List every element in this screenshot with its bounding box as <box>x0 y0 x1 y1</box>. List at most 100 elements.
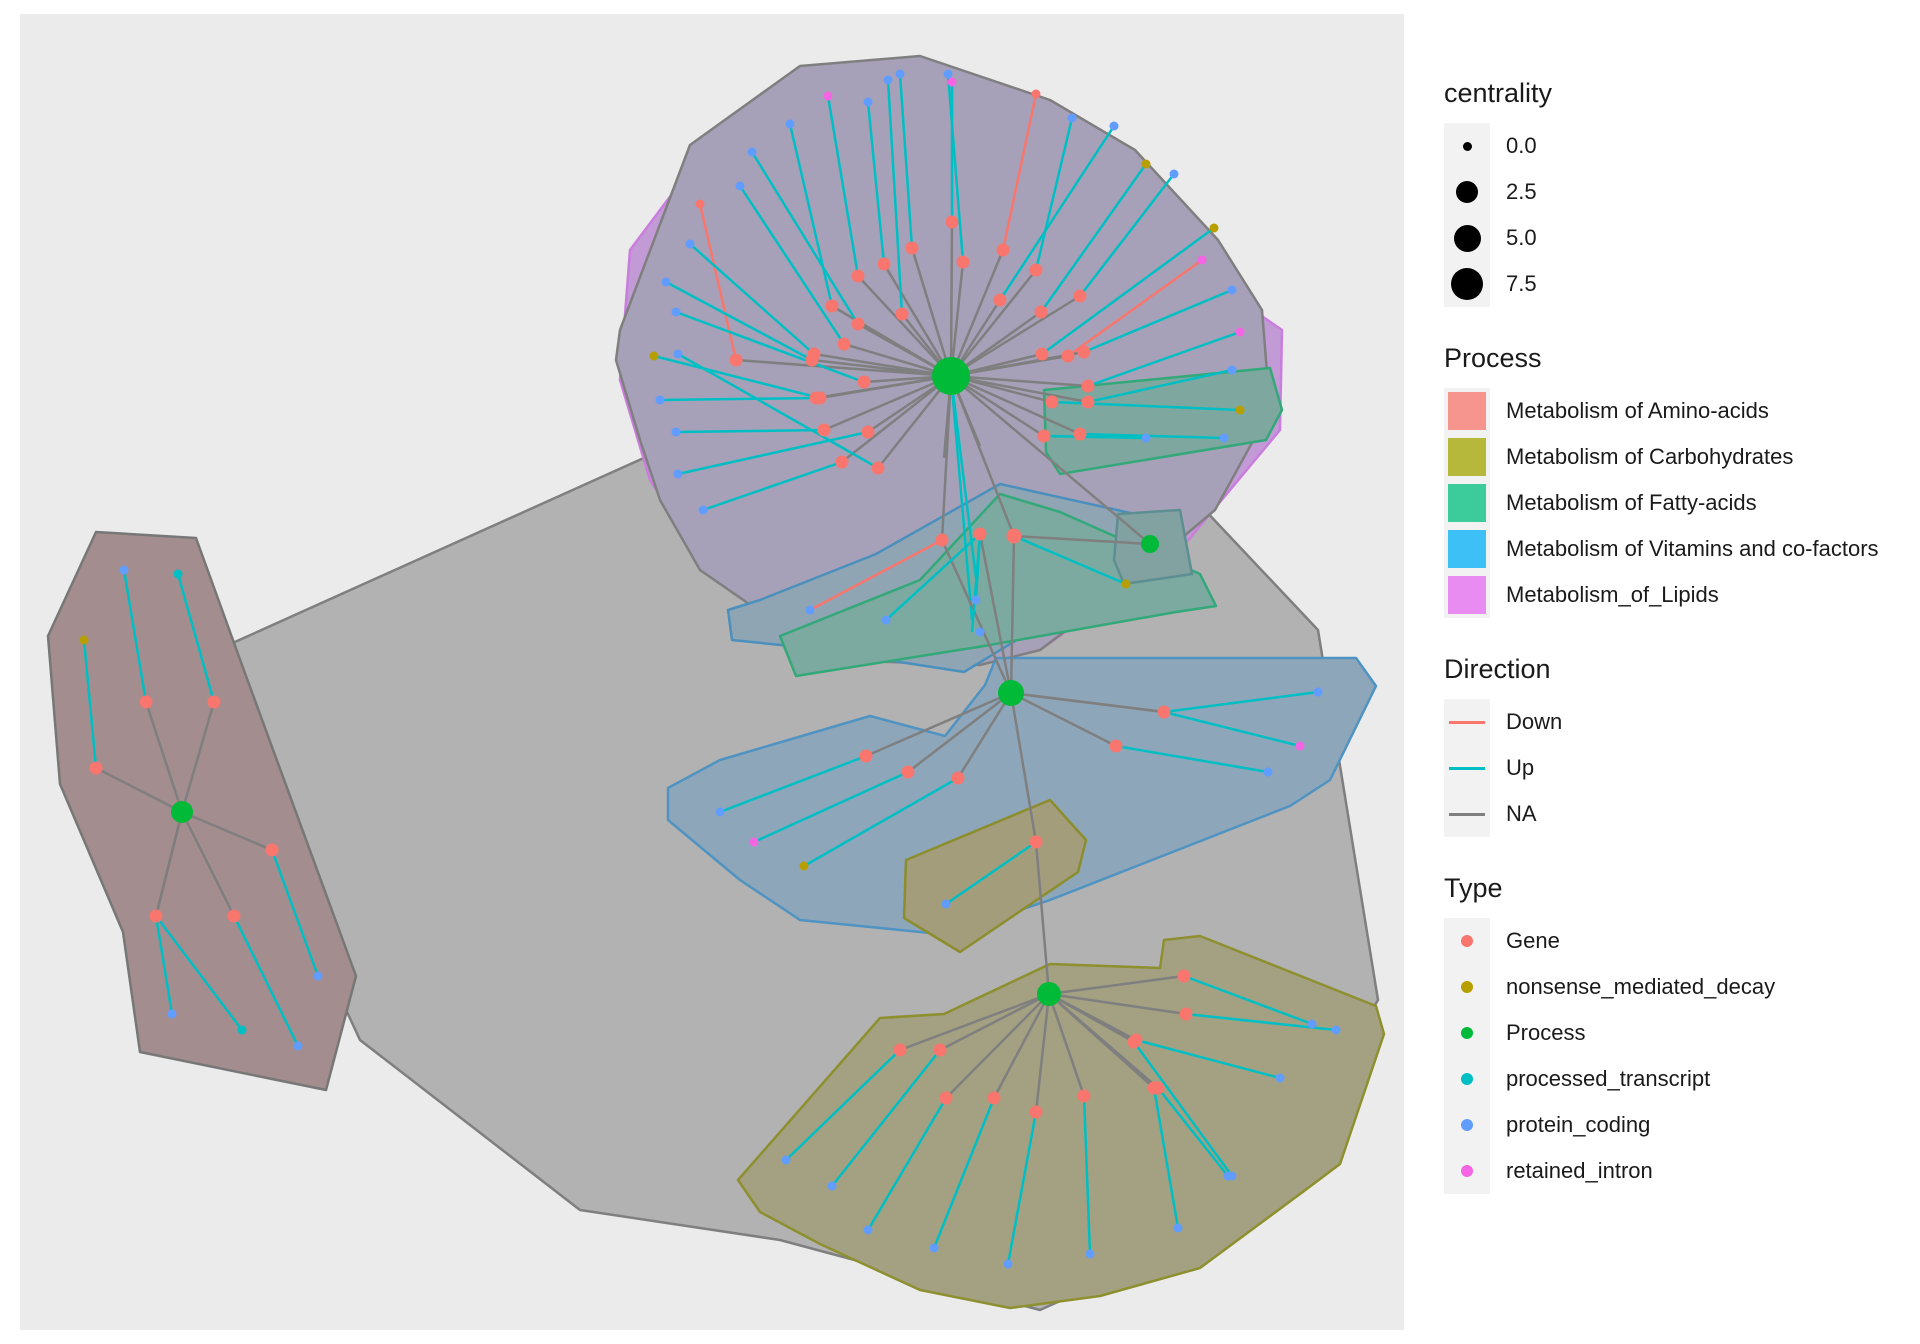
size-dot-icon <box>1462 141 1472 151</box>
network-edges <box>82 73 1337 1265</box>
leaf-node <box>655 395 665 405</box>
legend-type-item: protein_coding <box>1444 1102 1904 1148</box>
leaf-node <box>1219 433 1229 443</box>
network-edge <box>949 375 974 621</box>
leaf-node <box>785 119 795 129</box>
network-edge <box>939 992 1050 1052</box>
gene-node <box>1045 395 1059 409</box>
network-edge <box>1013 534 1151 546</box>
gene-node <box>1177 969 1191 983</box>
gene-node <box>1037 429 1051 443</box>
gene-node <box>945 215 959 229</box>
gene-node <box>837 337 851 351</box>
network-edge <box>811 358 952 378</box>
gene-node <box>851 269 865 283</box>
legend: centrality 0.0 2.5 5.0 7.5 Process Metab… <box>1444 78 1904 1230</box>
process-hull <box>1042 366 1284 476</box>
network-edge <box>1009 535 1016 694</box>
leaf-node <box>881 615 891 625</box>
gene-node <box>227 909 241 923</box>
leaf-node <box>1197 255 1207 265</box>
leaf-node <box>799 861 809 871</box>
legend-type-item: processed_transcript <box>1444 1056 1904 1102</box>
gene-node <box>1179 1007 1193 1021</box>
process-node <box>1141 535 1159 553</box>
network-edge <box>753 770 909 844</box>
gene-node <box>1157 705 1171 719</box>
network-edge <box>866 1097 948 1231</box>
gene-node <box>1081 379 1095 393</box>
network-edge <box>877 375 952 469</box>
network-edge <box>946 73 965 263</box>
gene-node <box>901 765 915 779</box>
network-edge <box>1083 288 1233 354</box>
leaf-node <box>1173 1223 1183 1233</box>
dot-icon <box>1461 1027 1473 1039</box>
gene-node <box>861 425 875 439</box>
gene-node <box>956 255 970 269</box>
network-edge <box>823 374 952 432</box>
gene-node <box>817 423 831 437</box>
network-edge <box>1152 1087 1180 1229</box>
legend-process-title: Process <box>1444 343 1542 373</box>
legend-type: Type Gene nonsense_mediated_decay Proces… <box>1444 873 1904 1194</box>
gene-node <box>1029 835 1043 849</box>
network-edge <box>1010 691 1165 714</box>
network-edge <box>898 73 914 249</box>
network-edge <box>1048 992 1187 1016</box>
leaf-node <box>1085 1249 1095 1259</box>
network-edge <box>1087 330 1241 388</box>
network-edge <box>1039 163 1148 313</box>
network-edge <box>1048 992 1135 1044</box>
dot-icon <box>1461 981 1473 993</box>
network-edge <box>945 840 1037 906</box>
gene-node <box>1034 305 1048 319</box>
network-edge <box>1163 690 1319 714</box>
legend-direction-item: Up <box>1444 745 1904 791</box>
network-edge <box>82 639 98 769</box>
network-edge <box>1048 993 1155 1089</box>
network-edge <box>885 533 981 621</box>
leaf-node <box>167 1009 177 1019</box>
leaf-node <box>671 427 681 437</box>
leaf-node <box>715 807 725 817</box>
leaf-node <box>1307 1019 1317 1029</box>
network-edge <box>1079 432 1225 440</box>
network-edge <box>992 993 1051 1099</box>
network-edge <box>702 460 843 512</box>
network-edge <box>1048 974 1185 996</box>
legend-direction-title: Direction <box>1444 654 1551 684</box>
network-edge <box>689 243 815 355</box>
network-edge <box>831 1049 941 1187</box>
network-nodes <box>79 69 1341 1269</box>
leaf-node <box>1169 169 1179 179</box>
leaf-node <box>695 199 705 209</box>
network-edge <box>785 1049 901 1161</box>
network-edge <box>1006 1111 1038 1265</box>
leaf-node <box>119 565 129 575</box>
network-edge <box>1034 841 1051 995</box>
gene-node <box>939 1091 953 1105</box>
leaf-node <box>698 505 708 515</box>
gene-node <box>993 293 1007 307</box>
network-plot <box>20 14 1404 1330</box>
leaf-node <box>1121 579 1131 589</box>
leaf-node <box>1313 687 1323 697</box>
legend-type-item: nonsense_mediated_decay <box>1444 964 1904 1010</box>
gene-node <box>951 771 965 785</box>
leaf-node <box>1331 1025 1341 1035</box>
leaf-node <box>863 97 873 107</box>
leaf-node <box>1235 405 1245 415</box>
network-edge <box>180 701 216 813</box>
gene-node <box>1077 345 1091 359</box>
network-edge <box>677 352 879 470</box>
network-edge <box>1043 434 1147 440</box>
leaf-node <box>863 1225 873 1235</box>
network-edge <box>270 849 320 977</box>
leaf-node <box>1141 159 1151 169</box>
leaf-node <box>895 69 905 79</box>
network-edge <box>1163 710 1301 748</box>
network-edge <box>1157 1087 1229 1177</box>
network-edge <box>886 79 904 315</box>
leaf-node <box>293 1041 303 1051</box>
